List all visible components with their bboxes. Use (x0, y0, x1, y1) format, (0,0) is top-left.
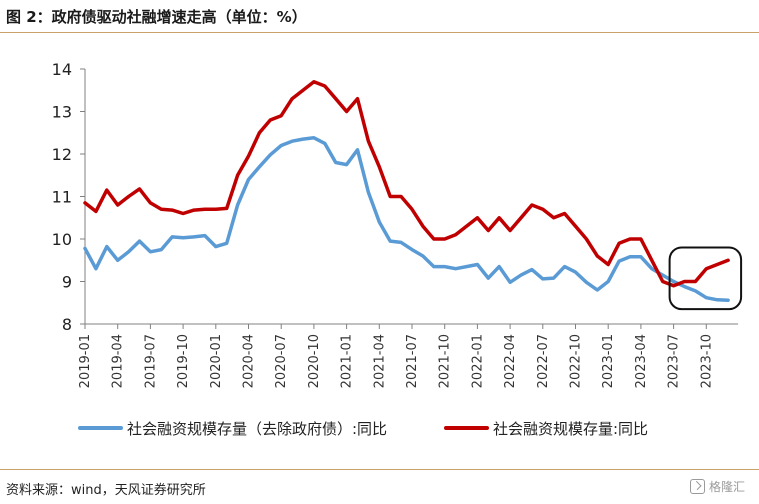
title-rule (0, 32, 759, 33)
x-tick-label: 2019-04 (111, 334, 126, 388)
y-tick-label: 11 (52, 188, 72, 207)
x-tick-label: 2021-07 (405, 334, 420, 388)
x-tick-label: 2021-10 (438, 334, 453, 388)
watermark-logo-icon (689, 479, 705, 494)
y-tick-label: 10 (52, 230, 72, 249)
y-tick-label: 8 (62, 315, 72, 334)
x-tick-label: 2020-04 (242, 334, 257, 388)
x-tick-label: 2023-10 (699, 334, 714, 388)
watermark-text: 格隆汇 (708, 480, 745, 494)
series-line-2 (83, 80, 730, 288)
y-tick-label: 14 (52, 60, 72, 79)
x-tick-label: 2019-01 (78, 334, 93, 388)
x-tick-label: 2020-07 (274, 334, 289, 388)
x-axis-ticks: 2019-01 2019-04 2019-07 2019-10 2020-01 2020-… (78, 324, 714, 388)
x-tick-label: 2022-01 (470, 334, 485, 388)
series-lines (83, 80, 730, 302)
line-chart: 8 9 10 11 12 13 14 2019-01 2019-04 2019-07 2019-1… (52, 60, 743, 438)
y-axis-ticks: 8 9 10 11 12 13 14 (52, 60, 85, 334)
legend-label-2: 社会融资规模存量:同比 (493, 420, 648, 438)
x-tick-label: 2021-04 (372, 334, 387, 388)
x-tick-label: 2023-01 (601, 334, 616, 388)
x-tick-label: 2021-01 (340, 334, 355, 388)
x-tick-label: 2022-07 (536, 334, 551, 388)
x-tick-label: 2020-01 (209, 334, 224, 388)
footer-rule (0, 469, 759, 470)
highlight-box (668, 246, 743, 311)
x-tick-label: 2022-10 (569, 334, 584, 388)
x-tick-label: 2023-07 (667, 334, 682, 388)
watermark: 格隆汇 (689, 478, 745, 495)
x-tick-label: 2020-10 (307, 334, 322, 388)
chart-axes (84, 69, 739, 325)
series-line-1 (83, 136, 730, 302)
x-tick-label: 2019-07 (143, 334, 158, 388)
x-tick-label: 2022-04 (503, 334, 518, 388)
x-tick-label: 2019-10 (176, 334, 191, 388)
y-tick-label: 12 (52, 145, 72, 164)
legend-label-1: 社会融资规模存量（去除政府债）:同比 (127, 420, 387, 438)
source-note: 资料来源：wind，天风证券研究所 (6, 483, 206, 498)
x-tick-label: 2023-04 (634, 334, 649, 388)
highlight-rectangle (668, 246, 743, 311)
y-tick-label: 9 (62, 273, 72, 292)
figure-title: 图 2：政府债驱动社融增速走高（单位：%） (6, 8, 307, 26)
y-tick-label: 13 (52, 103, 72, 122)
chart-legend: 社会融资规模存量（去除政府债）:同比 社会融资规模存量:同比 (78, 420, 648, 438)
